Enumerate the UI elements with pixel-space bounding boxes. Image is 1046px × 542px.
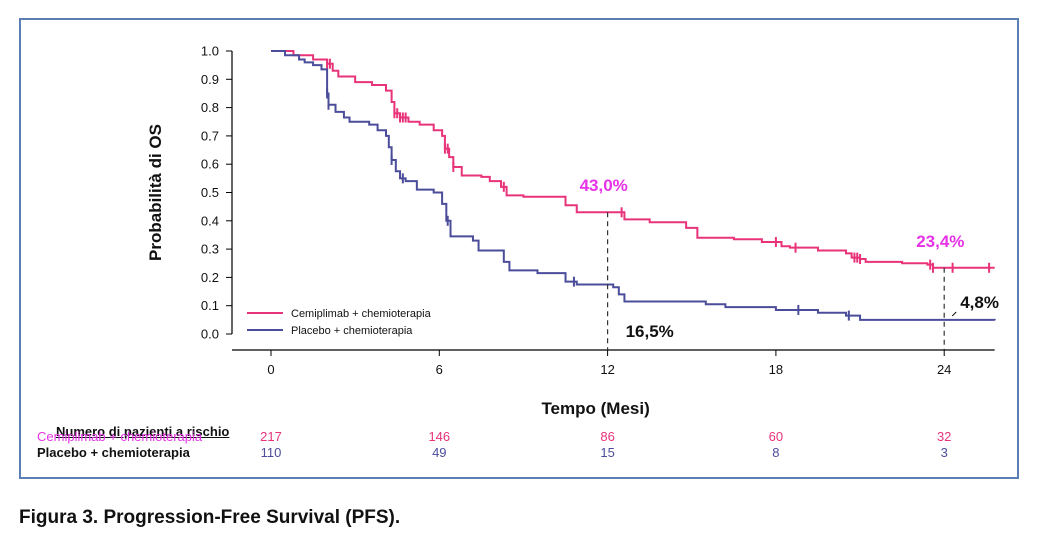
risk-cell: 110 <box>260 445 282 460</box>
risk-cell: 217 <box>260 429 282 444</box>
series-line-cemiplimab <box>271 50 995 269</box>
risk-row-label: Placebo + chemioterapia <box>37 445 190 460</box>
y-axis-label: Probabilità di OS <box>146 124 165 261</box>
risk-row-label: Cemiplimab + chemioterapia <box>37 429 203 444</box>
legend-label: Placebo + chemioterapia <box>291 325 413 337</box>
risk-table-title: Numero di pazienti a rischio <box>56 424 230 439</box>
legend-label: Cemiplimab + chemioterapia <box>291 308 432 320</box>
y-tick-label: 0.8 <box>201 100 219 115</box>
annotation-tick <box>951 311 957 317</box>
y-tick-label: 0.6 <box>201 157 219 172</box>
y-tick-label: 0.3 <box>201 242 219 257</box>
x-tick-label: 24 <box>937 362 951 377</box>
annotation-label: 4,8% <box>960 293 999 312</box>
x-tick-label: 6 <box>436 362 443 377</box>
annotation-label: 23,4% <box>916 232 964 251</box>
y-tick-label: 1.0 <box>201 44 219 59</box>
annotation-label: 43,0% <box>580 176 628 195</box>
series-line-placebo <box>271 50 996 321</box>
risk-cell: 8 <box>772 445 780 460</box>
risk-cell: 32 <box>936 429 952 444</box>
chart-axes: 0.0 0.1 0.2 0.3 0.4 0.5 0.6 0.7 0.8 0.9 1.0 0 6 12 18 2… <box>146 44 995 418</box>
chart-lines <box>271 50 996 321</box>
y-tick-label: 0.5 <box>201 185 219 200</box>
risk-cell: 49 <box>432 445 447 460</box>
x-axis-label: Tempo (Mesi) <box>541 399 649 418</box>
risk-cell: 15 <box>600 445 615 460</box>
y-tick-label: 0.0 <box>201 327 219 342</box>
y-tick-label: 0.4 <box>201 213 219 228</box>
figure-caption: Figura 3. Progression-Free Survival (PFS… <box>19 507 401 528</box>
x-tick-label: 12 <box>600 362 614 377</box>
risk-cell: 146 <box>428 429 451 444</box>
x-tick-label: 0 <box>267 362 274 377</box>
y-tick-label: 0.1 <box>201 298 219 313</box>
y-tick-label: 0.7 <box>201 128 219 143</box>
risk-cell: 60 <box>768 429 784 444</box>
risk-cell: 3 <box>940 445 948 460</box>
figure-frame: 0.0 0.1 0.2 0.3 0.4 0.5 0.6 0.7 0.8 0.9 1.0 0 6 12 18 2… <box>19 18 1019 479</box>
y-tick-label: 0.2 <box>201 270 219 285</box>
annotation-label: 16,5% <box>626 322 674 341</box>
x-tick-label: 18 <box>769 362 783 377</box>
km-chart: 0.0 0.1 0.2 0.3 0.4 0.5 0.6 0.7 0.8 0.9 1.0 0 6 12 18 2… <box>146 44 999 419</box>
chart-legend: Cemiplimab + chemioterapia Placebo + chem… <box>247 308 432 337</box>
y-tick-label: 0.9 <box>201 72 219 87</box>
risk-cell: 86 <box>600 429 615 444</box>
chart-annotations: 43,0% 16,5% 23,4% 4,8% <box>580 176 999 350</box>
